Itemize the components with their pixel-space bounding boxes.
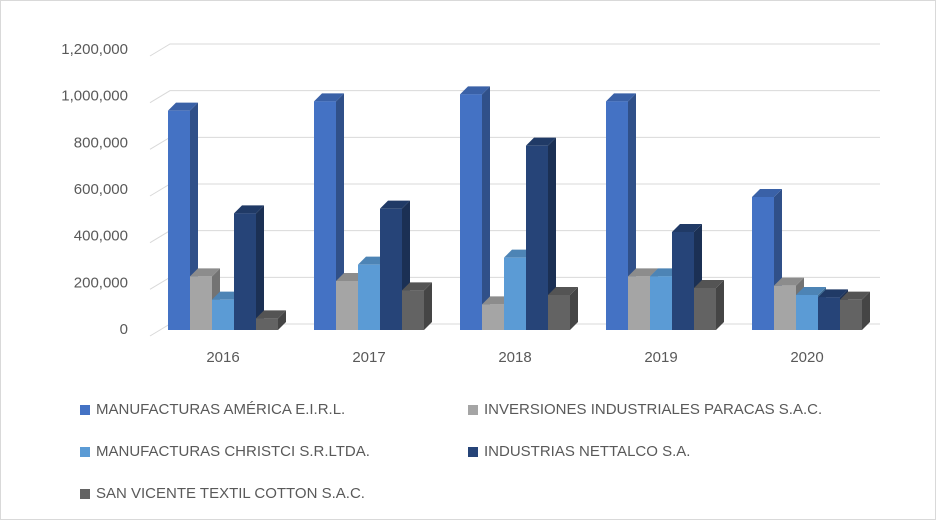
bar-top <box>526 137 556 146</box>
bar <box>650 276 672 330</box>
legend-label: INDUSTRIAS NETTALCO S.A. <box>484 443 690 460</box>
bar <box>256 318 278 330</box>
grid-line <box>149 90 880 104</box>
bar-top <box>548 287 578 295</box>
bar <box>358 264 380 330</box>
bar-top <box>818 289 848 298</box>
bar-side <box>862 291 870 330</box>
bar <box>190 276 212 330</box>
bar <box>774 285 796 330</box>
grid-line <box>149 43 880 57</box>
x-tick-label: 2017 <box>352 349 385 366</box>
bar <box>818 297 840 330</box>
bar <box>526 145 548 330</box>
bar-top <box>190 268 220 277</box>
bar-side <box>256 205 264 330</box>
legend-label: INVERSIONES INDUSTRIALES PARACAS S.A.C. <box>484 401 822 418</box>
legend-label: MANUFACTURAS AMÉRICA E.I.R.L. <box>96 401 345 418</box>
bar <box>314 101 336 330</box>
bar <box>380 208 402 330</box>
bar-top <box>606 93 636 102</box>
x-tick-label: 2016 <box>206 349 239 366</box>
bar-top <box>314 93 344 102</box>
legend-label: MANUFACTURAS CHRISTCI S.R.LTDA. <box>96 443 370 460</box>
bar-top <box>380 200 410 209</box>
legend-swatch <box>80 447 90 457</box>
bar <box>482 304 504 330</box>
bar <box>504 257 526 330</box>
bar-top <box>796 287 826 295</box>
bar-top <box>628 268 658 277</box>
bar <box>796 295 818 330</box>
bar-top <box>752 189 782 197</box>
x-tick-label: 2018 <box>498 349 531 366</box>
bar <box>606 101 628 330</box>
y-tick-label: 1,000,000 <box>61 88 128 105</box>
y-tick-label: 0 <box>120 321 128 338</box>
bar-side <box>424 282 432 330</box>
bar-top <box>774 277 804 286</box>
bar <box>672 232 694 330</box>
bar-side <box>336 93 344 330</box>
bar <box>212 299 234 330</box>
bar-side <box>278 310 286 330</box>
y-tick-label: 1,200,000 <box>61 41 128 58</box>
bar-top <box>402 282 432 291</box>
legend-swatch <box>468 447 478 457</box>
legend-label: SAN VICENTE TEXTIL COTTON S.A.C. <box>96 485 365 502</box>
legend-swatch <box>80 405 90 415</box>
legend-swatch <box>80 489 90 499</box>
bar-top <box>256 310 286 319</box>
bar-top <box>672 224 702 232</box>
bar-top <box>168 102 198 111</box>
bar <box>402 290 424 330</box>
bar <box>628 276 650 330</box>
bar <box>336 281 358 330</box>
bar <box>548 295 570 330</box>
bar <box>840 299 862 330</box>
legend-swatch <box>468 405 478 415</box>
bar-side <box>548 137 556 330</box>
bar-side <box>482 86 490 330</box>
y-tick-label: 600,000 <box>74 181 128 198</box>
x-tick-label: 2020 <box>790 349 823 366</box>
bar-side <box>570 287 578 330</box>
x-tick-label: 2019 <box>644 349 677 366</box>
bar-top <box>694 280 724 288</box>
bar <box>168 110 190 331</box>
y-tick-label: 800,000 <box>74 134 128 151</box>
bar-side <box>716 280 724 330</box>
bar-top <box>234 205 264 214</box>
bar <box>694 288 716 330</box>
bar-top <box>840 291 870 300</box>
bar <box>460 94 482 330</box>
bar-top <box>460 86 490 95</box>
y-tick-label: 200,000 <box>74 274 128 291</box>
bar <box>234 213 256 330</box>
bar <box>752 197 774 330</box>
y-tick-label: 400,000 <box>74 228 128 245</box>
